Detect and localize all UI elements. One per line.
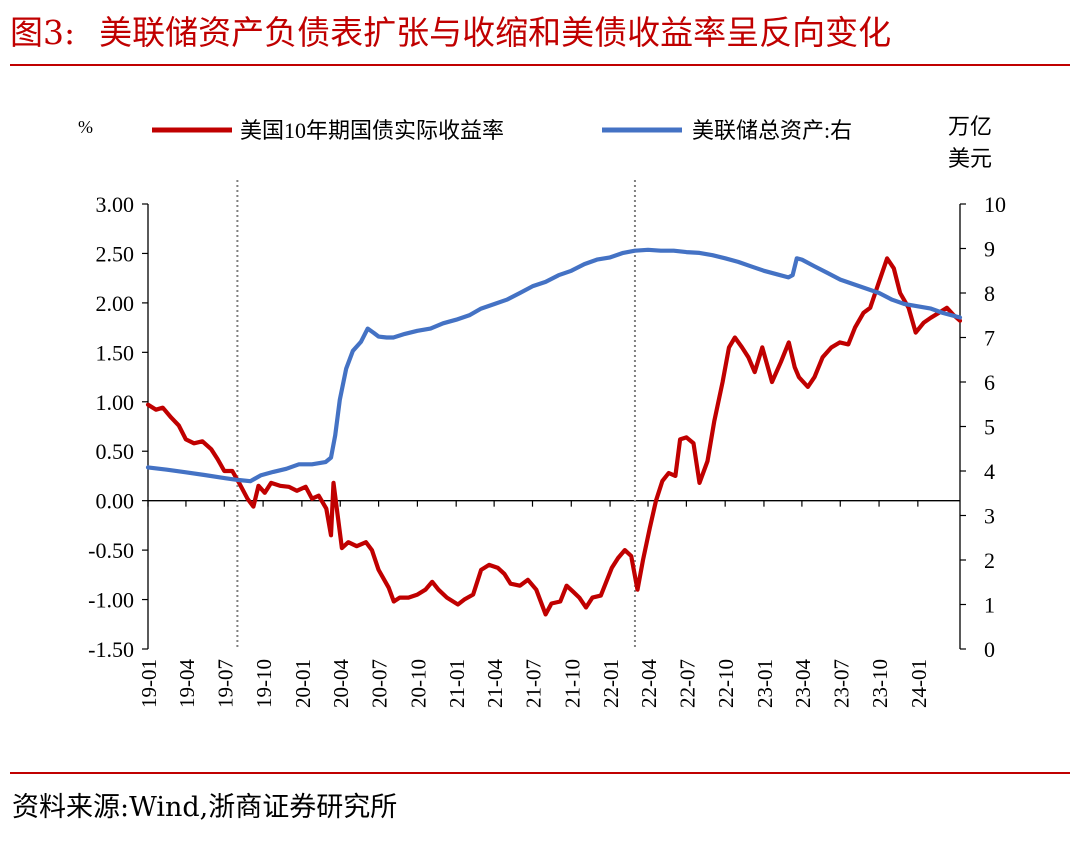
- legend-label: 美国10年期国债实际收益率: [240, 118, 504, 143]
- x-tick-label: 19-04: [175, 659, 199, 708]
- x-tick-label: 21-07: [521, 659, 545, 708]
- ticks-layer: 3.00 2.50 2.00 1.50 1.00 0.50 0.00 -0.50 -1.00 -1…: [78, 114, 1006, 708]
- right-unit-label: 美元: [948, 146, 992, 171]
- right-tick-label: 10: [984, 192, 1006, 217]
- x-tick-label: 21-10: [560, 659, 584, 708]
- legend-layer: 美国10年期国债实际收益率 美联储总资产:右: [152, 118, 852, 143]
- axes-layer: [147, 180, 961, 649]
- x-tick-label: 21-04: [483, 659, 507, 708]
- figure-title: 图3: 美联储资产负债表扩张与收缩和美债收益率呈反向变化: [10, 8, 1070, 58]
- chart: 3.00 2.50 2.00 1.50 1.00 0.50 0.00 -0.50 -1.00 -1…: [78, 114, 1006, 708]
- x-tick-label: 24-01: [907, 659, 931, 708]
- right-tick-label: 8: [984, 281, 995, 306]
- x-tick-label: 22-01: [599, 659, 623, 708]
- fed-assets-line: [145, 247, 963, 484]
- x-tick-label: 22-10: [714, 659, 738, 708]
- x-tick-label: 19-10: [252, 659, 276, 708]
- right-tick-label: 2: [984, 548, 995, 573]
- left-tick-label: 1.50: [96, 340, 135, 365]
- x-tick-label: 23-01: [753, 659, 777, 708]
- left-tick-label: -0.50: [88, 538, 134, 563]
- legend-label: 美联储总资产:右: [692, 118, 852, 143]
- series-layer: [145, 247, 963, 617]
- x-tick-label: 20-04: [329, 659, 353, 708]
- right-unit-label: 万亿: [948, 114, 992, 139]
- x-tick-label: 20-10: [406, 659, 430, 708]
- source-note: 资料来源:Wind,浙商证券研究所: [12, 792, 398, 823]
- left-tick-label: -1.50: [88, 637, 134, 662]
- x-tick-label: 19-01: [137, 659, 161, 708]
- x-tick-label: 20-01: [291, 659, 315, 708]
- x-tick-label: 23-10: [868, 659, 892, 708]
- left-tick-label: -1.00: [88, 588, 134, 613]
- right-tick-label: 7: [984, 326, 995, 351]
- right-tick-label: 6: [984, 370, 995, 395]
- right-tick-label: 9: [984, 237, 995, 262]
- right-tick-label: 3: [984, 504, 995, 529]
- source-rule: [10, 772, 1070, 774]
- right-tick-label: 1: [984, 593, 995, 618]
- left-tick-label: 3.00: [96, 192, 135, 217]
- figure-title-text: 美联储资产负债表扩张与收缩和美债收益率呈反向变化: [99, 13, 892, 52]
- left-tick-label: 0.50: [96, 439, 135, 464]
- x-tick-label: 23-07: [829, 659, 853, 708]
- left-tick-label: 2.00: [96, 291, 135, 316]
- x-tick-label: 22-04: [637, 659, 661, 708]
- x-tick-label: 19-07: [213, 659, 237, 708]
- right-tick-label: 0: [984, 637, 995, 662]
- left-tick-label: 1.00: [96, 390, 135, 415]
- x-tick-label: 20-07: [368, 659, 392, 708]
- left-unit-label: %: [78, 117, 93, 137]
- right-tick-label: 5: [984, 415, 995, 440]
- title-rule: [10, 64, 1070, 66]
- real-yield-line: [145, 256, 963, 617]
- x-tick-label: 23-04: [791, 659, 815, 708]
- left-tick-label: 0.00: [96, 489, 135, 514]
- figure-number: 图3:: [10, 13, 76, 52]
- left-tick-label: 2.50: [96, 241, 135, 266]
- x-tick-label: 21-01: [445, 659, 469, 708]
- right-tick-label: 4: [984, 459, 995, 484]
- x-tick-label: 22-07: [675, 659, 699, 708]
